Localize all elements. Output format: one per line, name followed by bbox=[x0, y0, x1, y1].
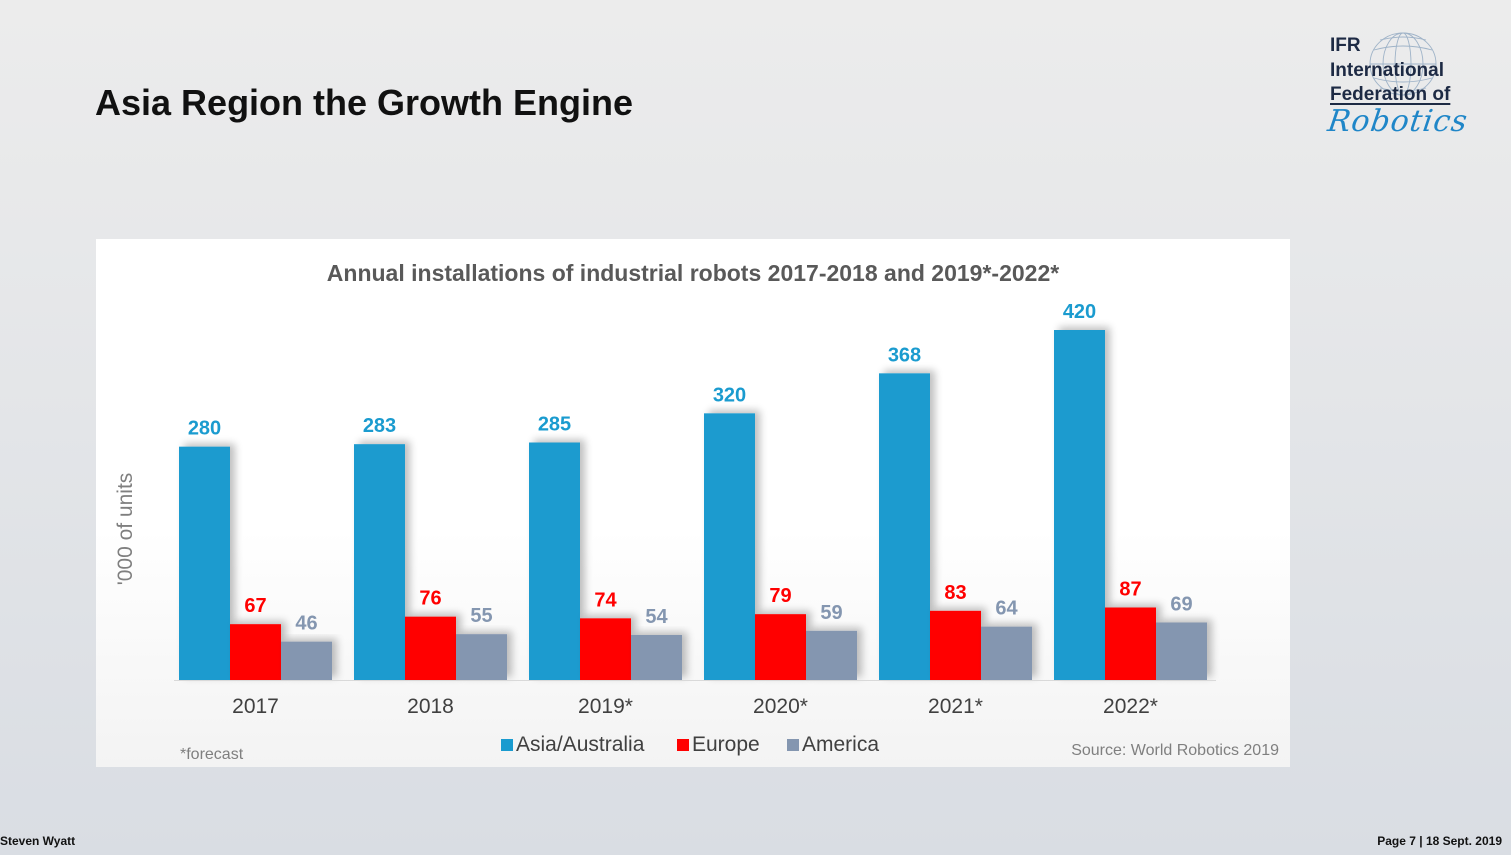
bar-europe-2019 bbox=[580, 618, 631, 680]
bar-america-2021 bbox=[981, 626, 1032, 680]
data-label-europe-2018: 76 bbox=[419, 588, 441, 610]
bar-europe-2018 bbox=[405, 616, 456, 680]
data-label-europe-2019: 74 bbox=[594, 589, 617, 611]
data-label-asia-australia-2019: 285 bbox=[538, 414, 571, 436]
legend-swatch-europe bbox=[677, 739, 689, 751]
logo-script-robotics: Robotics bbox=[1325, 104, 1471, 139]
forecast-footnote: *forecast bbox=[180, 746, 244, 763]
y-axis-label: '000 of units bbox=[114, 473, 137, 586]
x-tick-2017: 2017 bbox=[232, 695, 279, 718]
x-tick-2021: 2021* bbox=[928, 695, 983, 718]
data-label-asia-australia-2018: 283 bbox=[363, 415, 396, 437]
logo-line-federation: Federation of bbox=[1330, 84, 1451, 105]
footer-page-date: Page 7 | 18 Sept. 2019 bbox=[1377, 834, 1502, 848]
data-label-asia-australia-2020: 320 bbox=[713, 384, 746, 406]
bar-america-2018 bbox=[456, 634, 507, 680]
x-tick-2022: 2022* bbox=[1103, 695, 1158, 718]
bar-asia-australia-2020 bbox=[704, 413, 755, 680]
x-tick-2020: 2020* bbox=[753, 695, 808, 718]
bar-asia-australia-2017 bbox=[179, 446, 230, 680]
bar-america-2020 bbox=[806, 630, 857, 680]
footer-author: Steven Wyatt bbox=[0, 834, 76, 848]
legend-label-america: America bbox=[802, 733, 879, 756]
data-label-america-2021: 64 bbox=[995, 598, 1018, 620]
globe-icon bbox=[1369, 32, 1437, 96]
bar-europe-2020 bbox=[755, 614, 806, 680]
data-label-europe-2017: 67 bbox=[244, 595, 266, 617]
data-label-asia-australia-2022: 420 bbox=[1063, 301, 1096, 323]
bar-asia-australia-2018 bbox=[354, 444, 405, 680]
bar-america-2017 bbox=[281, 641, 332, 680]
bar-chart: Annual installations of industrial robot… bbox=[114, 260, 1279, 763]
data-label-asia-australia-2021: 368 bbox=[888, 344, 921, 366]
source-note: Source: World Robotics 2019 bbox=[1071, 742, 1279, 759]
data-label-america-2022: 69 bbox=[1170, 594, 1192, 616]
ifr-logo: IFR International Federation of Robotics bbox=[1325, 30, 1498, 145]
logo-line-international: International bbox=[1330, 59, 1445, 81]
x-tick-2018: 2018 bbox=[407, 695, 454, 718]
legend-swatch-america bbox=[787, 739, 799, 751]
data-label-america-2017: 46 bbox=[295, 613, 317, 635]
data-label-europe-2020: 79 bbox=[769, 585, 791, 607]
logo-line-ifr: IFR bbox=[1330, 35, 1361, 56]
legend-label-europe: Europe bbox=[692, 733, 760, 756]
legend-label-asia-australia: Asia/Australia bbox=[516, 733, 645, 756]
chart-title: Annual installations of industrial robot… bbox=[327, 260, 1059, 286]
bar-europe-2017 bbox=[230, 624, 281, 680]
bar-asia-australia-2021 bbox=[879, 373, 930, 680]
data-label-europe-2022: 87 bbox=[1119, 579, 1141, 601]
bar-america-2022 bbox=[1156, 622, 1207, 680]
bar-europe-2022 bbox=[1105, 607, 1156, 680]
data-label-america-2018: 55 bbox=[470, 605, 492, 627]
data-label-europe-2021: 83 bbox=[944, 582, 966, 604]
chart-panel: Annual installations of industrial robot… bbox=[96, 239, 1290, 767]
bar-europe-2021 bbox=[930, 610, 981, 680]
bar-america-2019 bbox=[631, 635, 682, 680]
data-label-asia-australia-2017: 280 bbox=[188, 418, 221, 440]
x-tick-2019: 2019* bbox=[578, 695, 633, 718]
data-label-america-2020: 59 bbox=[820, 602, 842, 624]
legend-swatch-asia-australia bbox=[501, 739, 513, 751]
data-label-america-2019: 54 bbox=[645, 606, 668, 628]
bar-asia-australia-2022 bbox=[1054, 330, 1105, 680]
slide-title: Asia Region the Growth Engine bbox=[95, 82, 634, 123]
bar-asia-australia-2019 bbox=[529, 442, 580, 680]
